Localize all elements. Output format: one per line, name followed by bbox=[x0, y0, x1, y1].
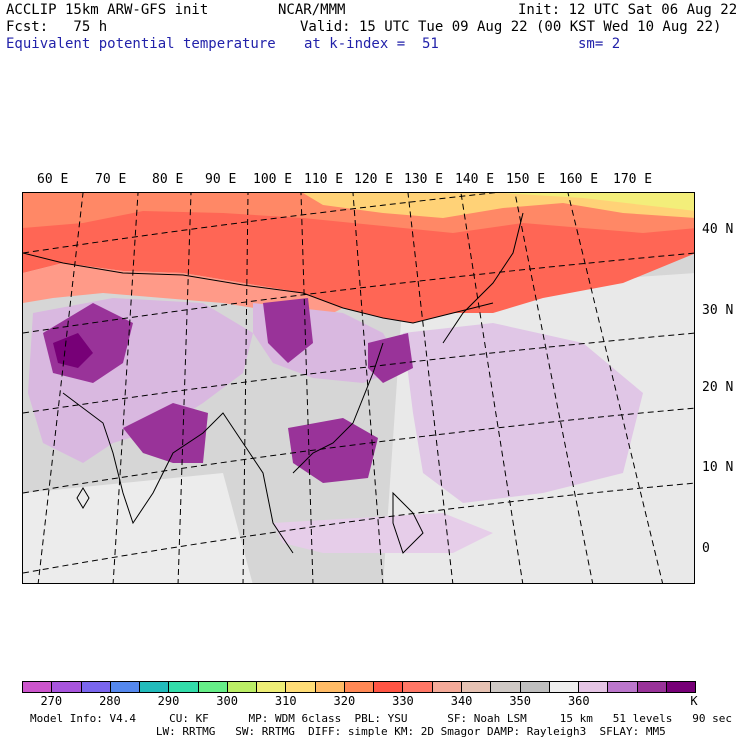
init-time: Init: 12 UTC Sat 06 Aug 22 bbox=[518, 2, 738, 18]
model-info-line1: Model Info: V4.4 CU: KF MP: WDM 6class P… bbox=[30, 712, 732, 725]
forecast-hour: Fcst: 75 h bbox=[6, 19, 108, 35]
map-panel bbox=[22, 192, 695, 584]
colorbar-segment bbox=[608, 682, 638, 692]
colorbar-segment bbox=[374, 682, 404, 692]
lon-label: 80 E bbox=[152, 172, 184, 187]
colorbar-tick-label: 310 bbox=[274, 694, 297, 708]
colorbar-segment bbox=[520, 682, 550, 692]
lon-label: 170 E bbox=[613, 172, 653, 187]
lon-label: 110 E bbox=[304, 172, 344, 187]
colorbar-segment bbox=[403, 682, 433, 692]
colorbar bbox=[22, 681, 696, 693]
colorbar-segment bbox=[315, 682, 345, 692]
lat-label: 0 bbox=[702, 541, 710, 556]
lat-label: 10 N bbox=[702, 460, 734, 475]
colorbar-segment bbox=[169, 682, 199, 692]
model-title: ACCLIP 15km ARW-GFS init bbox=[6, 2, 209, 18]
colorbar-tick-label: 300 bbox=[216, 694, 238, 708]
colorbar-tick-label: 290 bbox=[157, 694, 180, 708]
colorbar-segment bbox=[286, 682, 316, 692]
colorbar-segment bbox=[579, 682, 609, 692]
colorbar-segment bbox=[666, 682, 696, 692]
theta-e-field bbox=[23, 193, 694, 583]
colorbar-tick-label: 360 bbox=[567, 694, 590, 708]
colorbar-tick-label: 270 bbox=[40, 694, 63, 708]
colorbar-segment bbox=[23, 682, 53, 692]
colorbar-segment bbox=[110, 682, 141, 692]
lon-label: 60 E bbox=[37, 172, 69, 187]
colorbar-tick-label: 350 bbox=[509, 694, 532, 708]
colorbar-segment bbox=[344, 682, 375, 692]
lon-label: 160 E bbox=[559, 172, 599, 187]
colorbar-segment bbox=[637, 682, 667, 692]
colorbar-tick-label: 280 bbox=[99, 694, 121, 708]
colorbar-segment bbox=[81, 682, 111, 692]
lon-label: 130 E bbox=[404, 172, 444, 187]
colorbar-segment bbox=[549, 682, 580, 692]
lon-label: 140 E bbox=[455, 172, 495, 187]
smoothing-label: sm= 2 bbox=[578, 36, 621, 52]
colorbar-tick-label: 330 bbox=[392, 694, 414, 708]
colorbar-segment bbox=[491, 682, 521, 692]
colorbar-segment bbox=[432, 682, 462, 692]
lon-label: 120 E bbox=[354, 172, 394, 187]
lon-label: 70 E bbox=[95, 172, 127, 187]
lat-label: 40 N bbox=[702, 222, 734, 237]
colorbar-tick-label: K bbox=[690, 694, 698, 708]
lat-label: 30 N bbox=[702, 303, 734, 318]
lon-label: 100 E bbox=[253, 172, 293, 187]
colorbar-segment bbox=[52, 682, 82, 692]
institution-label: NCAR/MMM bbox=[278, 2, 346, 18]
colorbar-segment bbox=[140, 682, 170, 692]
level-label: at k-index = 51 bbox=[304, 36, 439, 52]
lat-label: 20 N bbox=[702, 380, 734, 395]
colorbar-segment bbox=[257, 682, 287, 692]
colorbar-segment bbox=[227, 682, 258, 692]
valid-time: Valid: 15 UTC Tue 09 Aug 22 (00 KST Wed … bbox=[300, 19, 722, 35]
colorbar-segment bbox=[461, 682, 492, 692]
model-info-line2: LW: RRTMG SW: RRTMG DIFF: simple KM: 2D … bbox=[30, 725, 666, 738]
colorbar-segment bbox=[198, 682, 228, 692]
lon-label: 90 E bbox=[205, 172, 237, 187]
colorbar-tick-label: 340 bbox=[450, 694, 473, 708]
colorbar-tick-label: 320 bbox=[333, 694, 356, 708]
lon-label: 150 E bbox=[506, 172, 546, 187]
field-name: Equivalent potential temperature bbox=[6, 36, 276, 52]
